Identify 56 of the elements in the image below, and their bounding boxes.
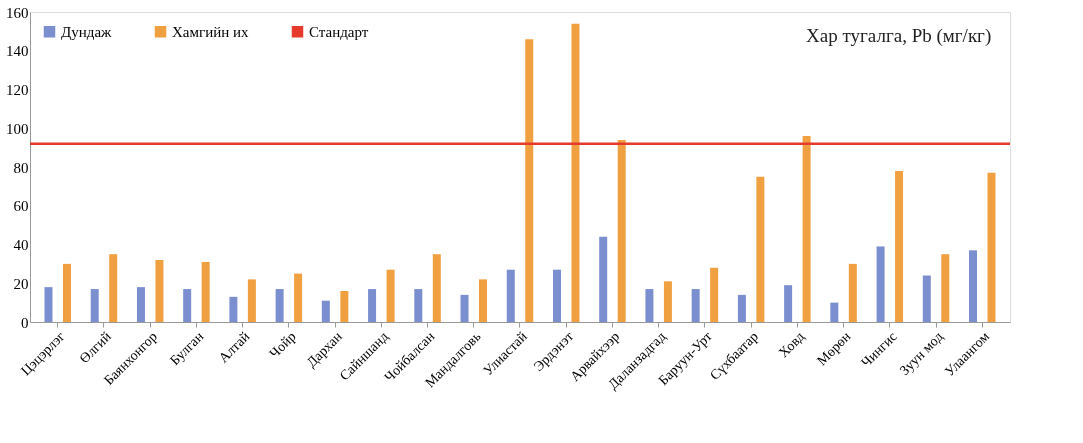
y-tick-label: 140 — [6, 43, 29, 60]
y-tick-label: 20 — [13, 275, 29, 292]
bar — [340, 291, 349, 322]
bar — [830, 302, 839, 322]
bar — [368, 289, 377, 322]
bar — [876, 246, 885, 322]
bar — [321, 300, 330, 322]
x-tick-label: Чойр — [266, 328, 299, 362]
bar — [710, 267, 719, 322]
bar — [460, 294, 469, 322]
legend-label: Стандарт — [309, 23, 369, 40]
bar — [969, 250, 978, 322]
bar — [414, 289, 423, 322]
bar — [109, 254, 118, 322]
bar — [737, 294, 746, 322]
bar — [432, 254, 441, 322]
bar — [479, 279, 488, 322]
bar — [294, 273, 303, 322]
y-tick-label: 160 — [6, 4, 29, 21]
bar — [90, 289, 99, 322]
bar — [802, 136, 811, 322]
bar — [599, 236, 608, 322]
legend-label: Дундаж — [61, 23, 113, 40]
bar — [645, 289, 654, 322]
bar — [506, 269, 515, 322]
y-tick-label: 40 — [13, 237, 29, 253]
bar — [756, 176, 765, 322]
bar — [62, 263, 71, 322]
legend-label: Хамгийн их — [172, 23, 249, 40]
y-tick-label: 60 — [13, 198, 29, 215]
bar — [784, 285, 793, 322]
y-tick-label: 120 — [6, 82, 29, 98]
bar — [386, 269, 395, 322]
bar — [617, 139, 626, 322]
bar — [663, 281, 672, 322]
bar — [229, 296, 238, 322]
bar — [247, 279, 256, 322]
bar — [895, 170, 904, 322]
bar — [136, 287, 145, 322]
y-tick-label: 100 — [6, 120, 29, 137]
bar — [44, 287, 53, 322]
y-tick-label: 0 — [21, 314, 29, 331]
bar — [922, 275, 931, 322]
bar — [275, 289, 284, 322]
text: Хар тугалга, Pb (мг/кг) — [806, 25, 992, 47]
bar — [848, 263, 857, 322]
bar — [941, 254, 950, 322]
bar — [571, 23, 580, 322]
bar — [155, 260, 164, 322]
y-tick-label: 80 — [13, 159, 29, 176]
bar — [987, 172, 996, 322]
bar — [525, 39, 534, 322]
bar — [183, 289, 192, 322]
bar — [201, 261, 210, 322]
bar — [691, 289, 700, 322]
bar — [552, 269, 561, 322]
